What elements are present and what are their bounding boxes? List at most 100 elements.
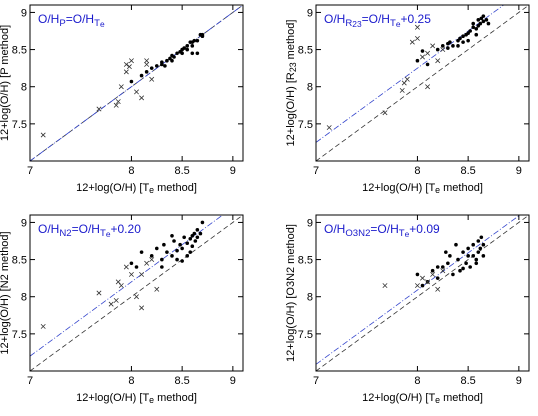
point (478, 246, 483, 251)
point (170, 234, 174, 238)
text-part: N2 (59, 228, 71, 239)
x-tick-label: 7 (313, 375, 319, 387)
point (172, 239, 176, 243)
point (399, 87, 405, 93)
text-part: O/H (324, 222, 345, 236)
point (139, 73, 144, 78)
point (154, 286, 160, 292)
point (175, 51, 179, 56)
point (448, 40, 452, 44)
point (471, 254, 476, 258)
y-tick-label: 8 (307, 292, 313, 304)
point (40, 323, 46, 329)
point (435, 276, 440, 280)
point (458, 36, 462, 41)
x-axis-label: 12+log(O/H) [Te method] (362, 182, 483, 195)
point (129, 79, 134, 84)
x-tick-label: 8 (128, 165, 134, 177)
text-part: method] (440, 392, 483, 404)
x-tick-label: 8.5 (174, 375, 189, 387)
point (425, 84, 431, 90)
point (481, 14, 486, 18)
text-part: e (149, 185, 154, 195)
point (163, 64, 167, 68)
plot-frame (315, 214, 530, 372)
point (435, 58, 441, 64)
y-tick-label: 7.5 (12, 119, 27, 131)
point (430, 271, 436, 277)
point (468, 265, 472, 269)
text-part: O/H (324, 12, 345, 26)
text-part: T (94, 18, 100, 29)
point (134, 89, 139, 95)
x-tick-label: 8.5 (460, 375, 475, 387)
point (466, 38, 470, 43)
annotation: O/HR23=O/HTe+0.25 (324, 12, 431, 29)
point (440, 268, 446, 274)
point (435, 265, 440, 269)
text-part: e (149, 395, 154, 405)
point (195, 235, 200, 240)
y-tick-label: 7.5 (298, 119, 313, 131)
point (113, 102, 119, 108)
point (129, 261, 134, 266)
point (448, 254, 452, 258)
point (464, 261, 468, 266)
point (115, 279, 121, 285)
point (160, 265, 164, 269)
point (425, 50, 431, 56)
point (461, 34, 465, 38)
point (430, 268, 435, 273)
plot-frame (315, 4, 530, 162)
point (414, 283, 420, 289)
point (154, 246, 159, 251)
text-part: 12+log(O/H) [O3N2 method] (285, 224, 297, 362)
x-tick-label: 8.5 (460, 165, 475, 177)
point (461, 250, 465, 254)
point (182, 46, 186, 50)
text-part: P (59, 18, 65, 29)
point (195, 51, 200, 56)
point (474, 261, 479, 266)
point (468, 29, 472, 33)
point (170, 58, 174, 63)
text-part: R (345, 18, 352, 29)
point (456, 44, 460, 48)
point (471, 242, 476, 247)
point (178, 242, 182, 247)
point (139, 271, 145, 277)
point (123, 61, 129, 67)
text-part: O/H (38, 12, 59, 26)
annotation: O/HN2=O/HTe+0.20 (38, 222, 141, 239)
text-part: T (399, 228, 405, 239)
point (195, 38, 200, 43)
point (466, 254, 470, 258)
point (404, 76, 410, 82)
point (165, 250, 169, 254)
text-part: e (106, 229, 111, 239)
point (458, 268, 462, 273)
point (451, 44, 455, 48)
text-part: method] (440, 182, 483, 194)
y-axis-label: 12+log(O/H) [R23 method] (285, 20, 298, 147)
text-part: 12+log(O/H) [T (76, 182, 149, 194)
x-tick-label: 8 (414, 165, 420, 177)
y-axis-label: 12+log(O/H) [N2 method] (0, 231, 11, 354)
point (195, 228, 200, 232)
plot-frame (29, 214, 244, 372)
x-axis-label: 12+log(O/H) [Te method] (362, 392, 483, 405)
point (160, 257, 164, 262)
point (420, 49, 425, 53)
x-tick-label: 8 (128, 375, 134, 387)
point (382, 110, 388, 116)
point (200, 220, 205, 225)
point (474, 257, 479, 262)
text-part: e (396, 19, 401, 29)
point (466, 246, 470, 251)
reference-line (30, 215, 243, 371)
plot-frame (29, 4, 244, 162)
point (126, 64, 132, 70)
point (182, 235, 186, 240)
point (134, 265, 139, 269)
point (420, 283, 425, 288)
